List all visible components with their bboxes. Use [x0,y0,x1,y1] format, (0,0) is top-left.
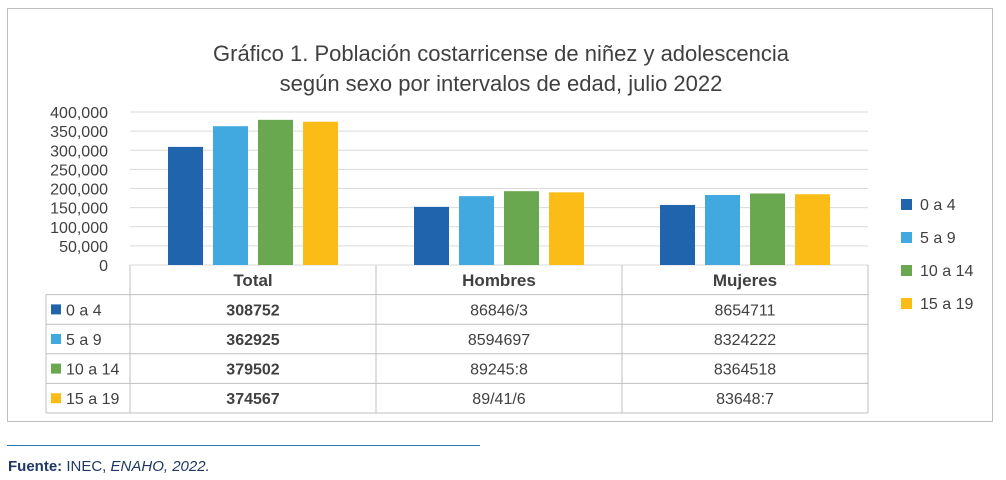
y-tick-label: 200,000 [50,182,108,199]
table-cell: 8594697 [468,332,530,349]
bar-5-a-9-hombres [459,196,494,265]
bar-15-a-19-total [303,121,338,265]
table-cell: 362925 [226,332,279,349]
bar-0-a-4-mujeres [660,204,695,265]
bar-0-a-4-total [168,146,203,265]
legend-label: 0 a 4 [920,197,956,214]
legend-swatch [901,199,912,210]
source-survey: ENAHO, 2022. [110,458,210,475]
table-legend-key [51,304,61,315]
legend-label: 15 a 19 [920,296,973,313]
bar-10-a-14-total [258,119,293,265]
table-row-label: 10 a 14 [66,362,119,379]
table-cell: 8364518 [714,362,776,379]
category-label: Total [233,271,272,290]
y-tick-label: 250,000 [50,162,108,179]
legend-swatch [901,265,912,276]
bar-0-a-4-hombres [414,206,449,265]
table-cell: 8654711 [714,302,775,319]
source-label: Fuente: [8,458,63,475]
table-row-label: 0 a 4 [66,302,102,319]
table-legend-key [51,334,61,344]
bar-5-a-9-mujeres [705,195,740,265]
bar-10-a-14-hombres [504,191,539,265]
legend-label: 5 a 9 [920,230,956,247]
y-tick-label: 400,000 [50,105,108,122]
category-label: Hombres [462,271,536,290]
y-tick-label: 150,000 [50,201,108,218]
chart-frame: Gráfico 1. Población costarricense de ni… [7,8,993,422]
table-cell: 83648:7 [716,391,774,408]
table-cell: 8324222 [714,332,776,349]
table-legend-key [51,363,61,374]
source-note: Fuente: INEC, ENAHO, 2022. [8,458,210,475]
bar-15-a-19-hombres [549,192,584,265]
bar-5-a-9-total [213,126,248,266]
source-divider [7,445,480,446]
source-org: INEC, [66,458,107,475]
chart-title-line-1: Gráfico 1. Población costarricense de ni… [213,41,789,66]
table-cell: 308752 [226,302,279,319]
table-legend-key [51,393,61,404]
y-tick-label: 300,000 [50,143,108,160]
table-row-label: 15 a 19 [66,391,119,408]
table-row-label: 5 a 9 [66,332,102,349]
table-cell: 379502 [226,362,279,379]
table-cell: 89/41/6 [472,391,525,408]
chart-title: Gráfico 1. Población costarricense de ni… [8,39,994,99]
y-tick-label: 100,000 [50,220,108,237]
bar-15-a-19-mujeres [795,194,830,265]
table-cell: 374567 [226,391,279,408]
y-tick-label: 0 [99,258,108,275]
category-label: Mujeres [713,271,777,290]
legend-swatch [901,298,912,309]
table-cell: 89245:8 [470,362,528,379]
chart-title-line-2: según sexo por intervalos de edad, julio… [279,71,723,96]
bar-10-a-14-mujeres [750,193,785,265]
chart-plot: 0 50,000 100,000 150,000 200,000 250,000 300,0… [45,105,973,414]
table-cell: 86846/3 [470,302,528,319]
legend-label: 10 a 14 [920,263,973,280]
legend-swatch [901,232,912,243]
y-tick-label: 350,000 [50,124,108,141]
y-tick-label: 50,000 [59,239,108,256]
